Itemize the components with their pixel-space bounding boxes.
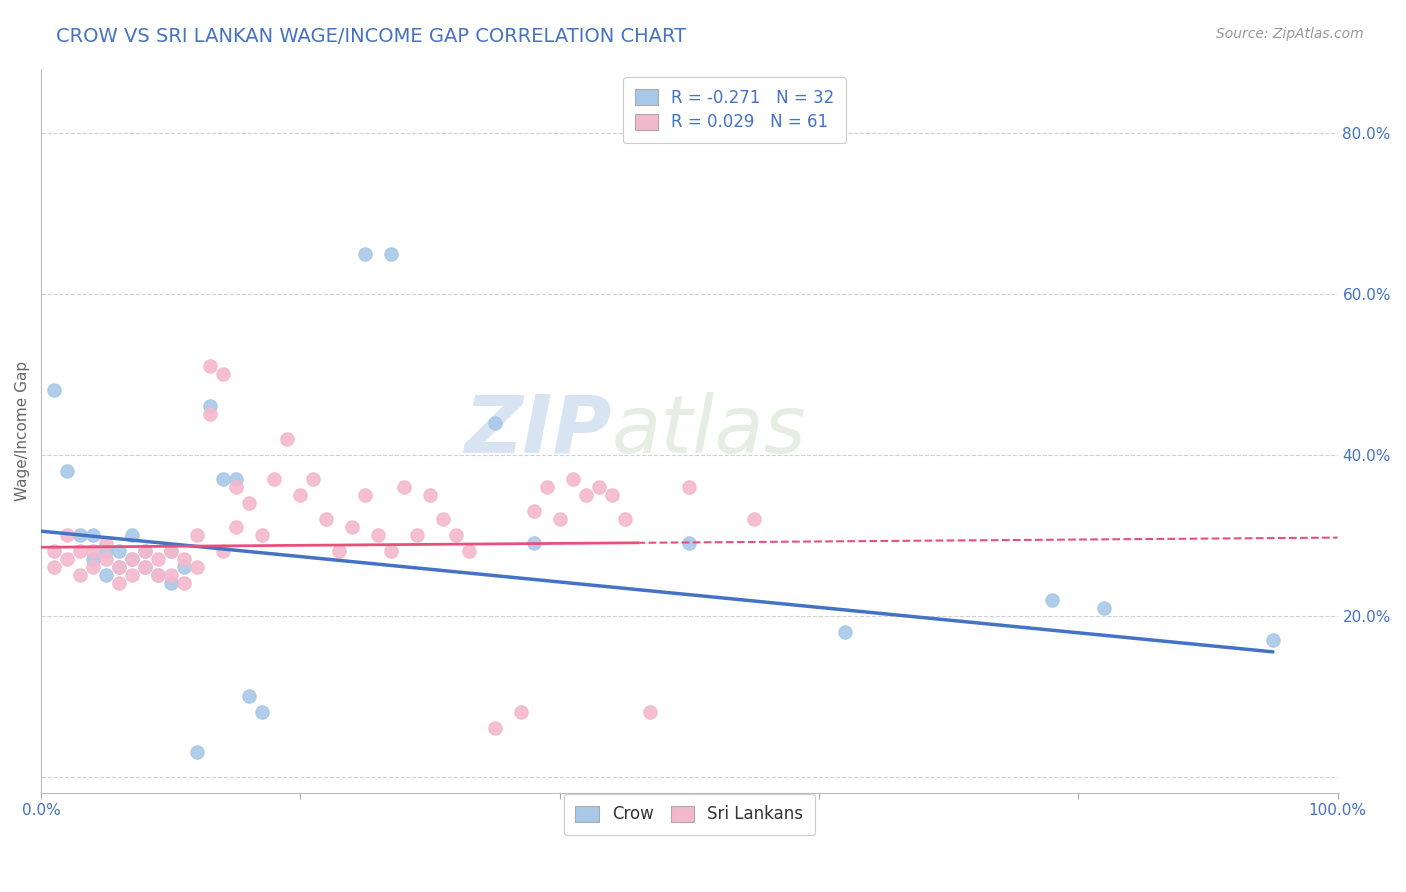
Point <box>640 705 662 719</box>
Point <box>42 384 65 398</box>
Point <box>159 544 181 558</box>
Point <box>108 560 131 574</box>
Point <box>134 544 156 558</box>
Point <box>94 544 117 558</box>
Point <box>146 552 169 566</box>
Point <box>56 552 79 566</box>
Point <box>328 544 350 558</box>
Point <box>121 552 143 566</box>
Point <box>238 496 260 510</box>
Point <box>432 512 454 526</box>
Point <box>225 480 247 494</box>
Point <box>742 512 765 526</box>
Point <box>367 528 389 542</box>
Point <box>211 472 233 486</box>
Point <box>94 552 117 566</box>
Point <box>173 560 195 574</box>
Point <box>121 552 143 566</box>
Point <box>1261 632 1284 647</box>
Point <box>121 528 143 542</box>
Point <box>380 246 402 260</box>
Point <box>613 512 636 526</box>
Point <box>159 568 181 582</box>
Point <box>250 705 273 719</box>
Point <box>173 576 195 591</box>
Point <box>186 528 208 542</box>
Point <box>211 368 233 382</box>
Point <box>198 408 221 422</box>
Point <box>1042 592 1064 607</box>
Text: CROW VS SRI LANKAN WAGE/INCOME GAP CORRELATION CHART: CROW VS SRI LANKAN WAGE/INCOME GAP CORRE… <box>56 27 686 45</box>
Point <box>406 528 429 542</box>
Point <box>444 528 467 542</box>
Point <box>146 568 169 582</box>
Point <box>250 528 273 542</box>
Point <box>159 544 181 558</box>
Point <box>198 400 221 414</box>
Point <box>82 528 104 542</box>
Point <box>94 536 117 550</box>
Point <box>108 576 131 591</box>
Point <box>42 560 65 574</box>
Point <box>342 520 364 534</box>
Point <box>198 359 221 374</box>
Point <box>186 560 208 574</box>
Point <box>186 746 208 760</box>
Point <box>173 552 195 566</box>
Point <box>108 544 131 558</box>
Point <box>484 721 506 735</box>
Point <box>121 568 143 582</box>
Legend: Crow, Sri Lankans: Crow, Sri Lankans <box>564 794 815 835</box>
Point <box>290 488 312 502</box>
Point <box>354 488 377 502</box>
Point <box>69 544 91 558</box>
Point <box>548 512 571 526</box>
Point <box>588 480 610 494</box>
Point <box>108 560 131 574</box>
Point <box>380 544 402 558</box>
Point <box>56 528 79 542</box>
Point <box>575 488 598 502</box>
Point <box>561 472 583 486</box>
Point <box>82 560 104 574</box>
Point <box>678 536 700 550</box>
Point <box>354 246 377 260</box>
Point <box>523 536 546 550</box>
Point <box>94 568 117 582</box>
Text: Source: ZipAtlas.com: Source: ZipAtlas.com <box>1216 27 1364 41</box>
Point <box>523 504 546 518</box>
Point <box>392 480 415 494</box>
Point <box>600 488 623 502</box>
Point <box>509 705 531 719</box>
Point <box>484 416 506 430</box>
Point <box>302 472 325 486</box>
Text: ZIP: ZIP <box>464 392 612 469</box>
Point <box>834 624 856 639</box>
Point <box>69 568 91 582</box>
Point <box>134 560 156 574</box>
Point <box>134 560 156 574</box>
Point <box>82 544 104 558</box>
Point <box>134 544 156 558</box>
Point <box>1092 600 1115 615</box>
Point <box>238 689 260 703</box>
Point <box>56 464 79 478</box>
Point <box>263 472 285 486</box>
Point <box>276 432 298 446</box>
Point <box>42 544 65 558</box>
Point <box>536 480 558 494</box>
Point <box>159 576 181 591</box>
Point <box>678 480 700 494</box>
Point <box>225 520 247 534</box>
Point <box>315 512 337 526</box>
Point <box>211 544 233 558</box>
Point <box>69 528 91 542</box>
Point <box>146 568 169 582</box>
Point <box>225 472 247 486</box>
Text: atlas: atlas <box>612 392 806 469</box>
Point <box>458 544 481 558</box>
Y-axis label: Wage/Income Gap: Wage/Income Gap <box>15 360 30 500</box>
Point <box>419 488 441 502</box>
Point <box>82 552 104 566</box>
